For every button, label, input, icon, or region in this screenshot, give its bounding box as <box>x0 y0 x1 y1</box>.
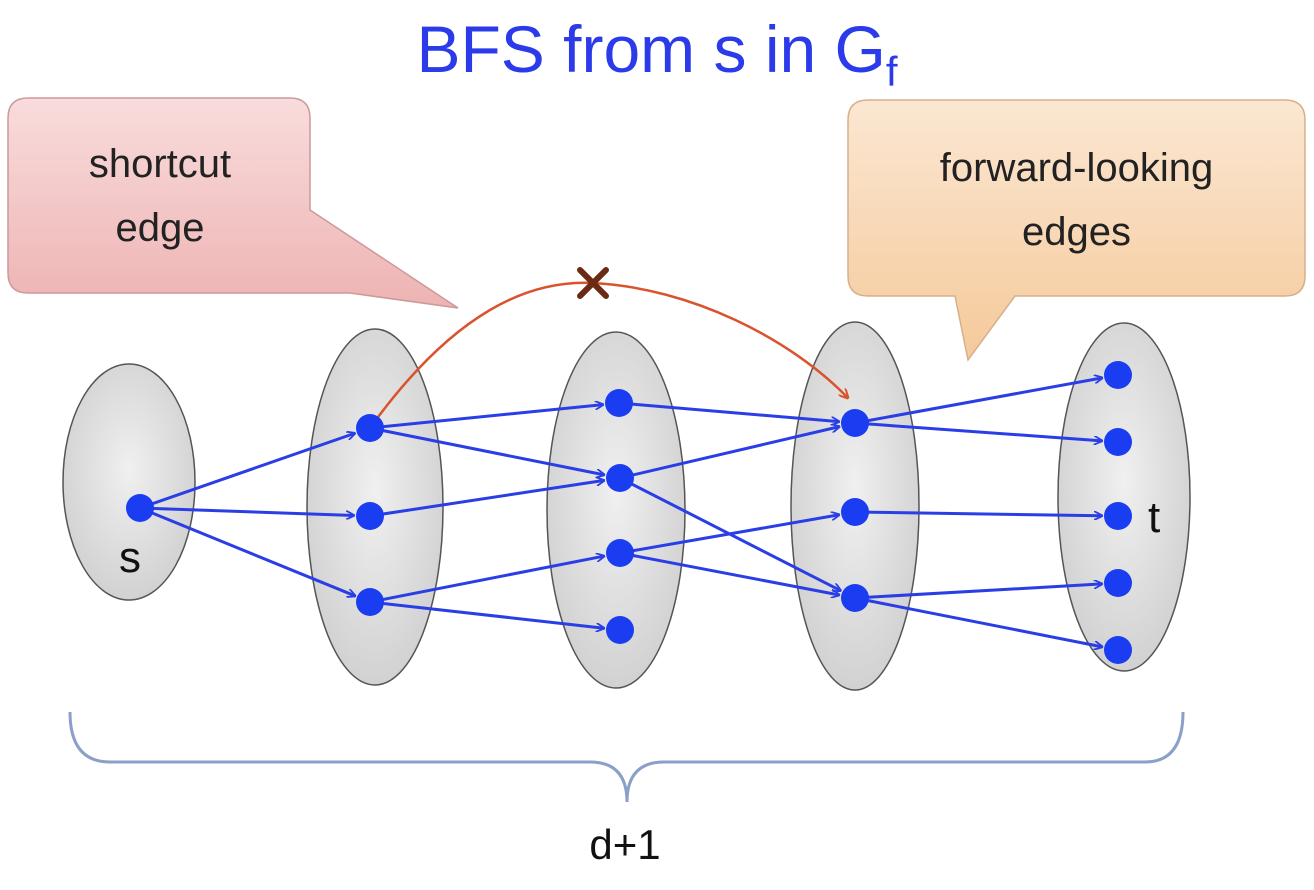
node-b1 <box>605 389 633 417</box>
forward-callout-line2: edges <box>1022 210 1131 254</box>
edge-a3-b3 <box>369 556 604 604</box>
node-c3 <box>841 584 869 612</box>
shortcut-callout-line2: edge <box>115 206 205 250</box>
shortcut-callout-bubble <box>7 97 459 309</box>
shortcut-callout-line1: shortcut <box>88 142 232 186</box>
edge-c2-t <box>854 510 1102 516</box>
node-t <box>1104 502 1132 530</box>
node-d5 <box>1104 636 1132 664</box>
span-label: d+1 <box>589 821 661 868</box>
edge-c3-d5 <box>854 596 1102 647</box>
node-b3 <box>606 539 634 567</box>
edge-b1-c1 <box>618 401 839 422</box>
edge-s-a2 <box>139 506 354 515</box>
edge-b3-c3 <box>619 551 839 595</box>
node-a3 <box>356 588 384 616</box>
edge-a1-b2 <box>369 426 604 475</box>
edge-a1-b1 <box>369 405 603 430</box>
node-d1 <box>1104 361 1132 389</box>
node-s <box>126 494 154 522</box>
edge-a3-b4 <box>369 600 604 628</box>
node-c1 <box>841 409 869 437</box>
forward-callout-line1: forward-looking <box>939 146 1214 190</box>
span-brace <box>68 711 1185 803</box>
forward-callout-text: forward-looking edges <box>848 136 1305 264</box>
node-b2 <box>606 464 634 492</box>
title-subscript: f <box>885 48 898 95</box>
source-label: s <box>119 533 141 582</box>
node-a1 <box>356 414 384 442</box>
slide-title: BFS from s in Gf <box>0 4 1314 117</box>
edge-c1-d2 <box>854 421 1102 441</box>
shortcut-callout-text: shortcut edge <box>10 132 310 260</box>
edge-s-a3 <box>139 506 355 596</box>
edge-c1-d1 <box>854 378 1102 425</box>
cross-mark-icon <box>577 267 609 299</box>
node-b4 <box>606 616 634 644</box>
edge-b3-c2 <box>619 515 839 555</box>
sink-label: t <box>1148 493 1161 542</box>
edge-s-a1 <box>139 433 355 510</box>
edge-c3-d4 <box>854 584 1102 600</box>
node-d2 <box>1104 428 1132 456</box>
forward-callout-bubble <box>847 99 1306 362</box>
edge-b2-c1 <box>619 427 839 480</box>
title-main: BFS from s in G <box>416 12 886 86</box>
node-d4 <box>1104 569 1132 597</box>
node-a2 <box>356 502 384 530</box>
layer-0-ellipse <box>62 363 196 601</box>
node-c2 <box>841 498 869 526</box>
edge-a2-b2 <box>369 480 604 518</box>
